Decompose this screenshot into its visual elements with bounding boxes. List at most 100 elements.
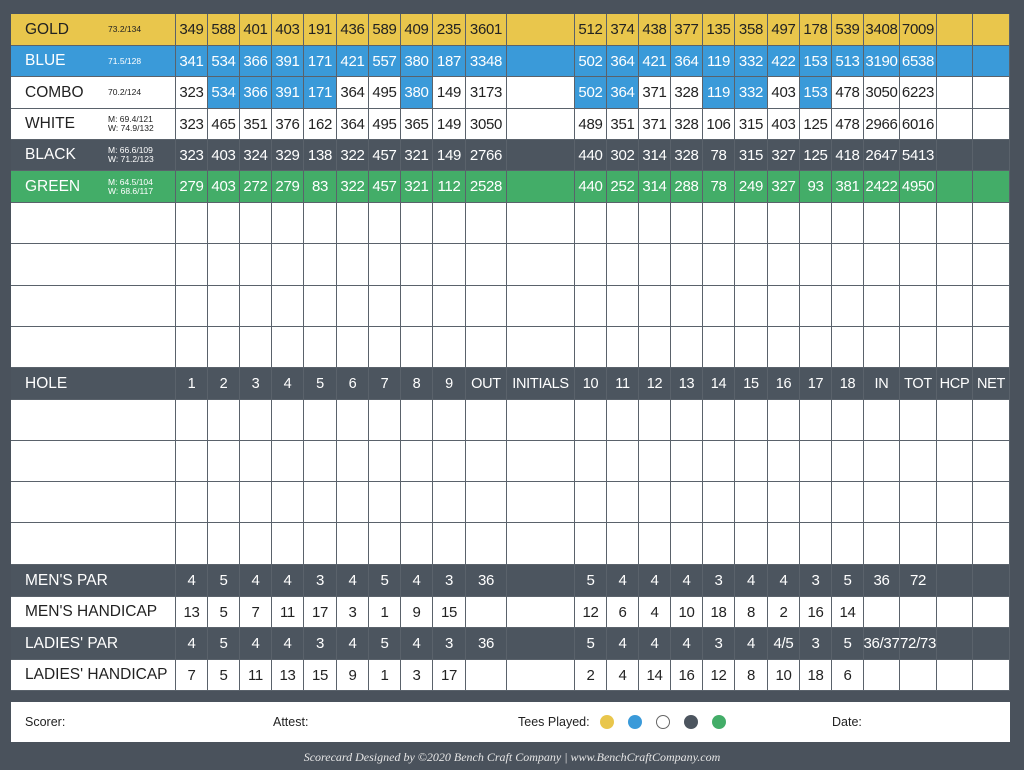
cell bbox=[937, 597, 973, 628]
score-cell bbox=[703, 286, 735, 327]
score-cell bbox=[607, 244, 639, 286]
cell: 9 bbox=[433, 368, 466, 400]
cell bbox=[864, 660, 900, 691]
score-cell bbox=[864, 441, 900, 482]
cell: 288 bbox=[671, 171, 703, 203]
cell: 3 bbox=[433, 565, 466, 597]
cell: 403 bbox=[272, 14, 304, 46]
cell: 18 bbox=[703, 597, 735, 628]
row-name: BLUE bbox=[25, 52, 66, 69]
cell: 478 bbox=[832, 77, 864, 109]
tee-dot bbox=[684, 715, 698, 729]
cell: 364 bbox=[337, 77, 369, 109]
cell: 11 bbox=[240, 660, 272, 691]
score-cell bbox=[735, 482, 768, 523]
cell: 3 bbox=[433, 628, 466, 660]
cell: 327 bbox=[768, 140, 800, 171]
row-name: COMBO bbox=[25, 83, 84, 101]
score-cell bbox=[900, 286, 937, 327]
cell: 18 bbox=[800, 660, 832, 691]
score-cell bbox=[272, 327, 304, 368]
cell: 191 bbox=[304, 14, 337, 46]
score-cell bbox=[11, 327, 176, 368]
cell bbox=[507, 565, 575, 597]
cell bbox=[937, 171, 973, 203]
cell: 381 bbox=[832, 171, 864, 203]
cell: 328 bbox=[671, 109, 703, 140]
cell: 371 bbox=[639, 77, 671, 109]
cell: 4 bbox=[639, 565, 671, 597]
score-cell bbox=[176, 203, 208, 244]
cell: 332 bbox=[735, 46, 768, 77]
score-cell bbox=[11, 244, 176, 286]
cell bbox=[864, 597, 900, 628]
cell: 16 bbox=[671, 660, 703, 691]
score-cell bbox=[433, 327, 466, 368]
score-cell bbox=[272, 441, 304, 482]
cell: 440 bbox=[575, 171, 607, 203]
cell: 3 bbox=[401, 660, 433, 691]
cell: 7 bbox=[369, 368, 401, 400]
cell: 422 bbox=[768, 46, 800, 77]
score-cell bbox=[337, 441, 369, 482]
cell: 5 bbox=[575, 628, 607, 660]
cell: 539 bbox=[832, 14, 864, 46]
score-cell bbox=[768, 244, 800, 286]
score-cell bbox=[703, 441, 735, 482]
row-label-cell: BLUE 71.5/128 bbox=[11, 46, 176, 77]
cell: 495 bbox=[369, 77, 401, 109]
cell: NET bbox=[973, 368, 1010, 400]
score-cell bbox=[304, 523, 337, 565]
cell: 1 bbox=[369, 660, 401, 691]
scorer-label: Scorer: bbox=[25, 715, 66, 729]
cell: 403 bbox=[768, 109, 800, 140]
cell: 5 bbox=[208, 565, 240, 597]
score-cell bbox=[937, 400, 973, 441]
score-cell bbox=[973, 482, 1010, 523]
score-cell bbox=[433, 441, 466, 482]
row-name: GREEN bbox=[25, 177, 81, 195]
cell bbox=[973, 46, 1010, 77]
cell: 6 bbox=[832, 660, 864, 691]
cell: 314 bbox=[639, 140, 671, 171]
cell: 1 bbox=[176, 368, 208, 400]
score-cell bbox=[304, 441, 337, 482]
score-cell bbox=[864, 327, 900, 368]
score-cell bbox=[575, 482, 607, 523]
cell: 327 bbox=[768, 171, 800, 203]
cell: 3 bbox=[703, 628, 735, 660]
score-cell bbox=[240, 203, 272, 244]
cell: 3 bbox=[304, 628, 337, 660]
score-cell bbox=[369, 400, 401, 441]
cell: 440 bbox=[575, 140, 607, 171]
score-cell bbox=[272, 286, 304, 327]
cell: 5413 bbox=[900, 140, 937, 171]
cell: 138 bbox=[304, 140, 337, 171]
row-label-cell: GOLD 73.2/134 bbox=[11, 14, 176, 46]
cell: 4 bbox=[240, 565, 272, 597]
cell: 14 bbox=[703, 368, 735, 400]
score-cell bbox=[900, 327, 937, 368]
cell: 5 bbox=[575, 565, 607, 597]
cell: 328 bbox=[671, 140, 703, 171]
score-cell bbox=[832, 203, 864, 244]
score-cell bbox=[900, 523, 937, 565]
cell: 78 bbox=[703, 140, 735, 171]
score-cell bbox=[639, 203, 671, 244]
cell: 421 bbox=[639, 46, 671, 77]
cell: 341 bbox=[176, 46, 208, 77]
cell: INITIALS bbox=[507, 368, 575, 400]
cell: 4 bbox=[272, 628, 304, 660]
row-name: LADIES' HANDICAP bbox=[25, 666, 168, 683]
score-cell bbox=[369, 482, 401, 523]
cell: 4 bbox=[176, 628, 208, 660]
cell bbox=[973, 171, 1010, 203]
cell: 3 bbox=[703, 565, 735, 597]
score-cell bbox=[671, 400, 703, 441]
score-cell bbox=[768, 286, 800, 327]
score-cell bbox=[466, 482, 507, 523]
cell: 7009 bbox=[900, 14, 937, 46]
score-cell bbox=[11, 286, 176, 327]
cell: 16 bbox=[800, 597, 832, 628]
cell: 588 bbox=[208, 14, 240, 46]
